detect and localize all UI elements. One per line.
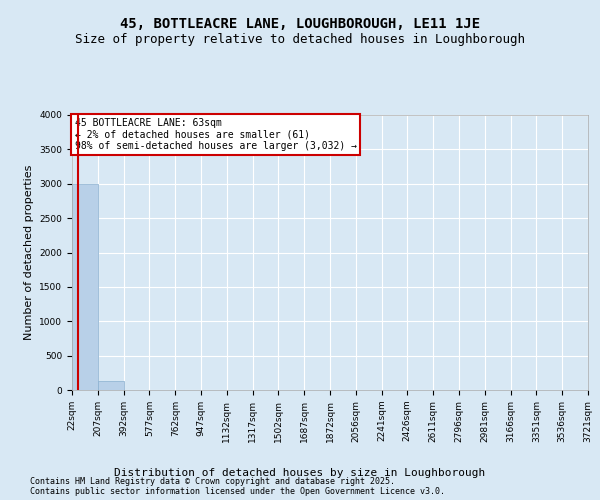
Text: 45, BOTTLEACRE LANE, LOUGHBOROUGH, LE11 1JE: 45, BOTTLEACRE LANE, LOUGHBOROUGH, LE11 … <box>120 18 480 32</box>
Text: Distribution of detached houses by size in Loughborough: Distribution of detached houses by size … <box>115 468 485 477</box>
Text: Size of property relative to detached houses in Loughborough: Size of property relative to detached ho… <box>75 32 525 46</box>
Y-axis label: Number of detached properties: Number of detached properties <box>24 165 34 340</box>
Bar <box>98 381 124 390</box>
Bar <box>72 184 98 390</box>
Text: Contains public sector information licensed under the Open Government Licence v3: Contains public sector information licen… <box>30 486 445 496</box>
Text: 45 BOTTLEACRE LANE: 63sqm
← 2% of detached houses are smaller (61)
98% of semi-d: 45 BOTTLEACRE LANE: 63sqm ← 2% of detach… <box>74 118 356 151</box>
Text: Contains HM Land Registry data © Crown copyright and database right 2025.: Contains HM Land Registry data © Crown c… <box>30 476 395 486</box>
